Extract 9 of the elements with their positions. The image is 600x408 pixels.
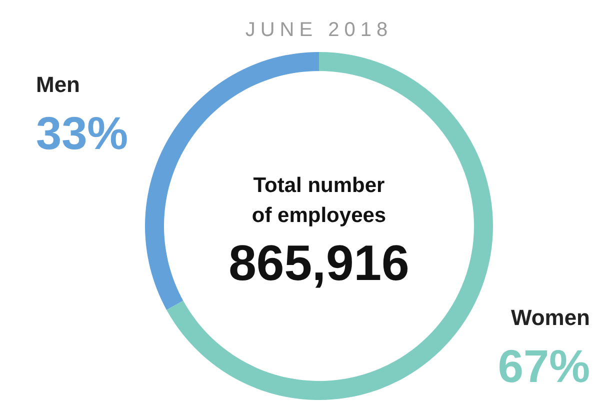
chart-title: JUNE 2018 (245, 19, 393, 41)
donut-slice (166, 52, 493, 400)
data-label: 67% (498, 340, 590, 392)
slice-label: Men (36, 72, 80, 97)
text: of employees (252, 204, 386, 227)
text: 865,916 (228, 235, 410, 291)
text: Total number (253, 174, 385, 197)
slice-label: Women (510, 305, 590, 330)
data-label: 33% (36, 107, 128, 159)
